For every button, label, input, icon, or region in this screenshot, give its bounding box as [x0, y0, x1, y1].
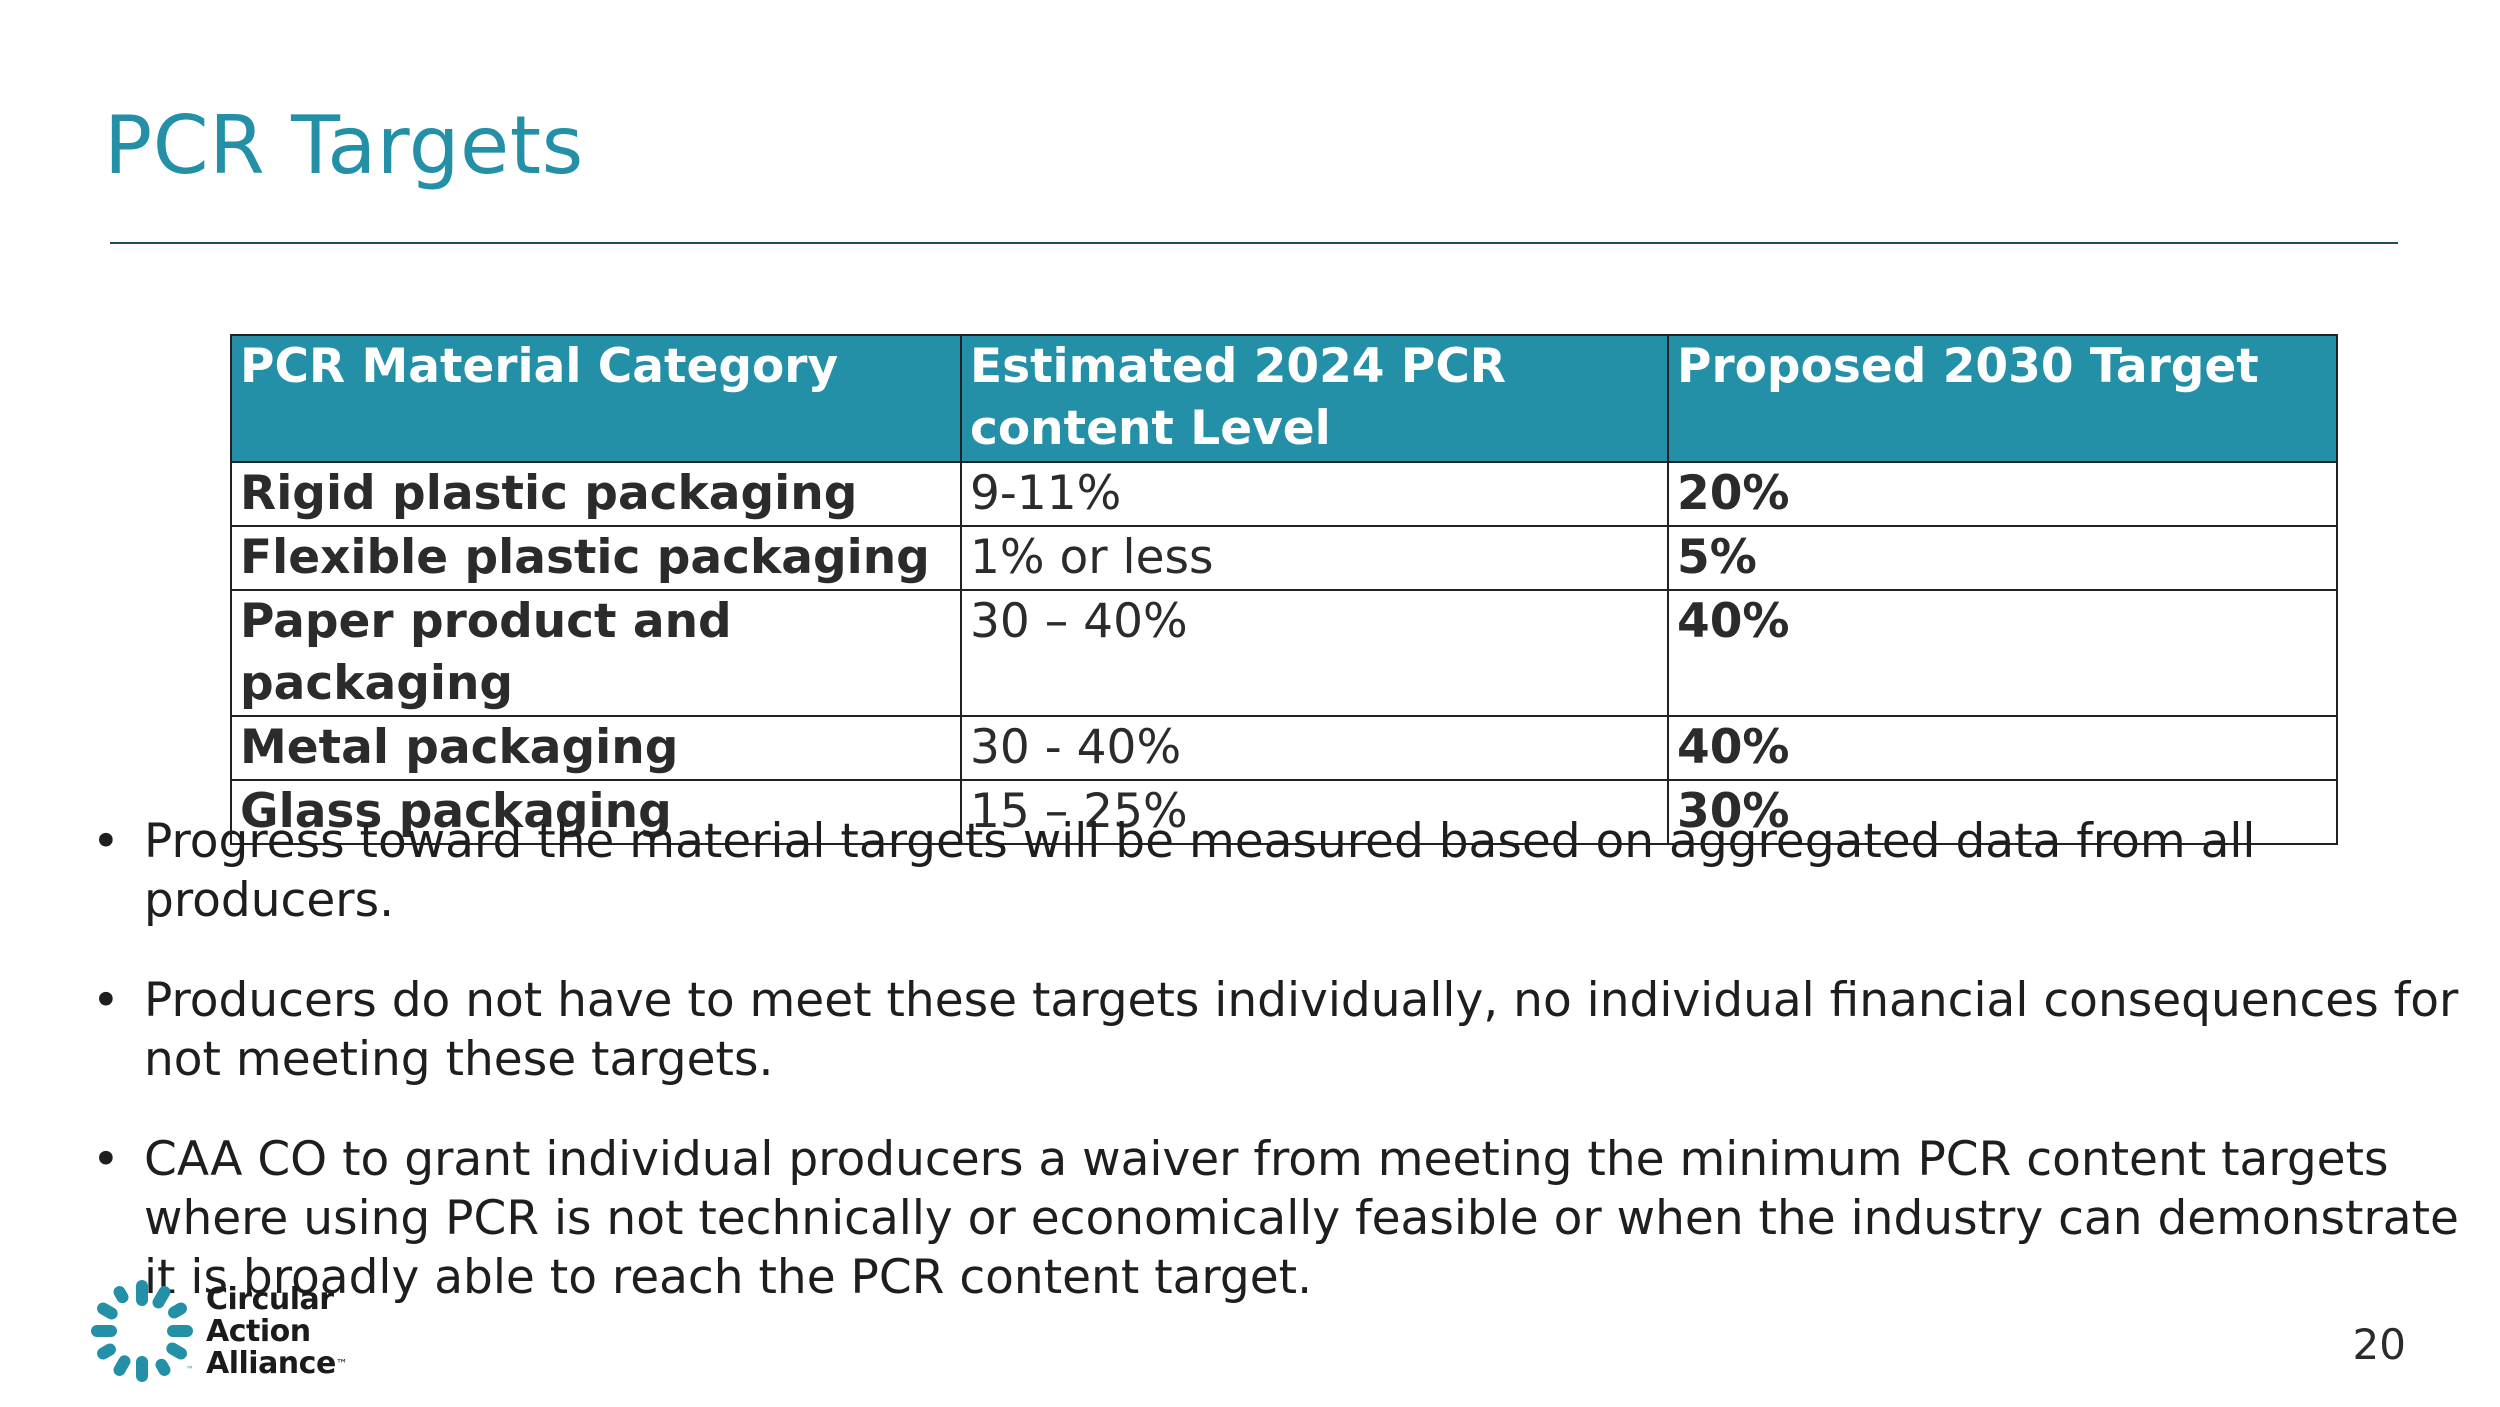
logo-wordmark: Circular Action Alliance™	[206, 1282, 348, 1381]
slide-title: PCR Targets	[104, 99, 584, 192]
estimate-cell: 30 - 40%	[960, 715, 1669, 781]
category-cell: Metal packaging	[230, 715, 962, 781]
table-row: Paper product and packaging 30 – 40% 40%	[230, 589, 2338, 717]
logo-line-3-wrap: Alliance™	[206, 1346, 348, 1381]
estimate-cell: 1% or less	[960, 525, 1669, 591]
bullet-item: • Progress toward the material targets w…	[88, 812, 2488, 930]
category-cell: Glass packaging	[230, 779, 962, 845]
target-cell: 20%	[1667, 461, 2338, 527]
logo-line-1: Circular	[206, 1282, 334, 1317]
category-cell: Paper product and packaging	[230, 589, 962, 717]
category-cell: Rigid plastic packaging	[230, 461, 962, 527]
title-divider	[110, 242, 2398, 244]
bullet-symbol: •	[92, 1132, 120, 1187]
bullet-text: CAA CO to grant individual producers a w…	[144, 1132, 2459, 1305]
logo-line-2: Action	[206, 1314, 311, 1349]
target-cell: 40%	[1667, 715, 2338, 781]
estimate-cell: 15 – 25%	[960, 779, 1669, 845]
table-header-row: PCR Material Category Estimated 2024 PCR…	[230, 334, 2338, 463]
logo-mark-trademark: ™	[186, 1365, 194, 1374]
bullet-text: Producers do not have to meet these targ…	[144, 973, 2459, 1087]
target-cell: 30%	[1667, 779, 2338, 845]
header-category: PCR Material Category	[230, 334, 962, 463]
logo-line-3: Alliance	[206, 1346, 336, 1381]
bullet-text: Progress toward the material targets wil…	[144, 814, 2256, 928]
company-logo: ™ Circular Action Alliance™	[82, 1276, 352, 1386]
bullet-symbol: •	[92, 973, 120, 1028]
table-row: Rigid plastic packaging 9-11% 20%	[230, 461, 2338, 527]
bullet-item: • CAA CO to grant individual producers a…	[88, 1130, 2488, 1307]
pcr-targets-table: PCR Material Category Estimated 2024 PCR…	[230, 334, 2338, 845]
bullet-list: • Progress toward the material targets w…	[88, 812, 2488, 1348]
header-target: Proposed 2030 Target	[1667, 334, 2338, 463]
bullet-item: • Producers do not have to meet these ta…	[88, 971, 2488, 1089]
circular-action-alliance-logo-mark-icon: ™	[91, 1280, 194, 1382]
bullet-symbol: •	[92, 814, 120, 869]
logo-trademark: ™	[335, 1357, 348, 1371]
target-cell: 40%	[1667, 589, 2338, 717]
estimate-cell: 30 – 40%	[960, 589, 1669, 717]
table-row: Flexible plastic packaging 1% or less 5%	[230, 525, 2338, 591]
table-row: Metal packaging 30 - 40% 40%	[230, 715, 2338, 781]
target-cell: 5%	[1667, 525, 2338, 591]
table-row: Glass packaging 15 – 25% 30%	[230, 779, 2338, 845]
header-estimate: Estimated 2024 PCR content Level	[960, 334, 1669, 463]
category-cell: Flexible plastic packaging	[230, 525, 962, 591]
estimate-cell: 9-11%	[960, 461, 1669, 527]
page-number: 20	[2352, 1320, 2406, 1369]
